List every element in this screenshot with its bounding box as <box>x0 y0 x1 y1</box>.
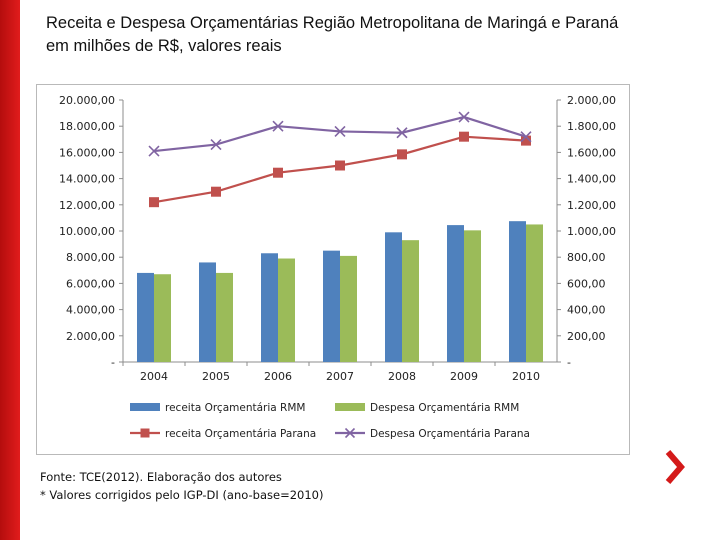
left-tick-label: 12.000,00 <box>59 199 115 212</box>
legend-item: receita Orçamentária RMM <box>130 402 305 414</box>
right-tick-label: 1.400,00 <box>567 173 616 186</box>
left-tick-label: 14.000,00 <box>59 173 115 186</box>
bar-despesa-rmm <box>216 272 233 362</box>
point-receita-parana <box>521 135 531 146</box>
left-tick-label: 18.000,00 <box>59 120 115 133</box>
point-receita-parana <box>211 186 221 197</box>
point-receita-parana <box>273 167 283 178</box>
point-x-stroke <box>520 131 532 143</box>
point-x-stroke <box>272 120 284 132</box>
footnote: Fonte: TCE(2012). Elaboração dos autores… <box>40 468 323 504</box>
bar-despesa-rmm <box>526 224 543 362</box>
x-axis: 2004 2005 2006 2007 2008 2009 2010 <box>122 362 540 383</box>
x-tick-label: 2006 <box>264 370 292 383</box>
right-tick-label: 600,00 <box>567 277 606 290</box>
bar-series <box>137 221 543 362</box>
point-despesa-parana <box>272 120 284 132</box>
accent-side-bar <box>0 0 20 540</box>
x-tick-label: 2010 <box>512 370 540 383</box>
right-tick-label: 2.000,00 <box>567 94 616 107</box>
right-tick-label: - <box>567 356 571 369</box>
right-tick-label: 1.600,00 <box>567 146 616 159</box>
legend-label: Despesa Orçamentária Parana <box>370 428 530 440</box>
right-tick-label: 200,00 <box>567 330 606 343</box>
legend-item: Despesa Orçamentária Parana <box>335 427 530 440</box>
point-receita-parana <box>149 197 159 208</box>
legend-label: receita Orçamentária RMM <box>165 402 305 414</box>
x-tick-label: 2004 <box>140 370 168 383</box>
chevron-right-icon[interactable] <box>664 448 686 486</box>
point-x-stroke <box>458 111 470 123</box>
left-tick-label: 8.000,00 <box>66 251 115 264</box>
bar-receita-rmm <box>323 250 340 362</box>
point-despesa-parana <box>334 125 346 138</box>
title-line-2: em milhões de R$, valores reais <box>46 37 282 55</box>
x-tick-label: 2007 <box>326 370 354 383</box>
budget-chart: - 2.000,00 4.000,00 6.000,00 8.000,00 10.000,… <box>59 94 616 440</box>
bar-despesa-rmm <box>154 274 171 362</box>
left-tick-label: 10.000,00 <box>59 225 115 238</box>
point-x-stroke <box>396 127 408 139</box>
bar-receita-rmm <box>261 253 278 362</box>
bar-despesa-rmm <box>340 255 357 362</box>
point-despesa-parana <box>210 138 222 151</box>
deflator-note: * Valores corrigidos pelo IGP-DI (ano-ba… <box>40 488 324 502</box>
legend-item: Despesa Orçamentária RMM <box>335 402 519 414</box>
right-tick-label: 1.000,00 <box>567 225 616 238</box>
point-despesa-parana <box>396 127 408 139</box>
chart-frame: - 2.000,00 4.000,00 6.000,00 8.000,00 10.000,… <box>36 84 630 455</box>
bar-receita-rmm <box>509 221 526 362</box>
point-receita-parana <box>397 149 407 160</box>
right-tick-label: 1.800,00 <box>567 120 616 133</box>
bar-despesa-rmm <box>278 258 295 362</box>
bar-receita-rmm <box>137 272 154 362</box>
legend-item: receita Orçamentária Parana <box>130 428 316 440</box>
line-series <box>148 111 532 208</box>
point-x-stroke <box>334 125 346 138</box>
legend-swatch <box>335 403 365 411</box>
left-tick-label: 6.000,00 <box>66 277 115 290</box>
left-tick-label: 2.000,00 <box>66 330 115 343</box>
x-tick-label: 2005 <box>202 370 230 383</box>
left-tick-label: 20.000,00 <box>59 94 115 107</box>
point-despesa-parana <box>520 131 532 143</box>
right-tick-label: 400,00 <box>567 304 606 317</box>
right-tick-label: 1.200,00 <box>567 199 616 212</box>
bar-receita-rmm <box>385 232 402 362</box>
left-tick-label: - <box>111 356 115 369</box>
x-tick-label: 2009 <box>450 370 478 383</box>
line-despesa-parana <box>153 115 527 153</box>
point-x-stroke <box>210 138 222 151</box>
legend-label: Despesa Orçamentária RMM <box>370 402 519 414</box>
legend-marker <box>344 427 356 439</box>
left-axis: - 2.000,00 4.000,00 6.000,00 8.000,00 10.000,… <box>59 94 557 369</box>
bar-despesa-rmm <box>402 240 419 362</box>
point-x-stroke <box>148 145 160 157</box>
right-tick-label: 800,00 <box>567 251 606 264</box>
slide-title: Receita e Despesa Orçamentárias Região M… <box>46 12 706 58</box>
legend-swatch <box>130 403 160 411</box>
x-tick-label: 2008 <box>388 370 416 383</box>
left-tick-label: 4.000,00 <box>66 304 115 317</box>
legend-label: receita Orçamentária Parana <box>165 428 316 440</box>
source-note: Fonte: TCE(2012). Elaboração dos autores <box>40 470 282 484</box>
bar-despesa-rmm <box>464 230 481 362</box>
bar-receita-rmm <box>447 225 464 362</box>
point-despesa-parana <box>458 111 470 123</box>
point-despesa-parana <box>148 145 160 157</box>
point-receita-parana <box>335 160 345 171</box>
bar-receita-rmm <box>199 262 216 362</box>
chart-legend: receita Orçamentária RMM Despesa Orçament… <box>130 402 530 440</box>
legend-marker <box>140 428 150 438</box>
title-line-1: Receita e Despesa Orçamentárias Região M… <box>46 14 619 32</box>
left-tick-label: 16.000,00 <box>59 146 115 159</box>
right-axis: - 200,00 400,00 600,00 800,00 1.000,00 1.200,0… <box>556 94 616 369</box>
point-receita-parana <box>459 131 469 142</box>
